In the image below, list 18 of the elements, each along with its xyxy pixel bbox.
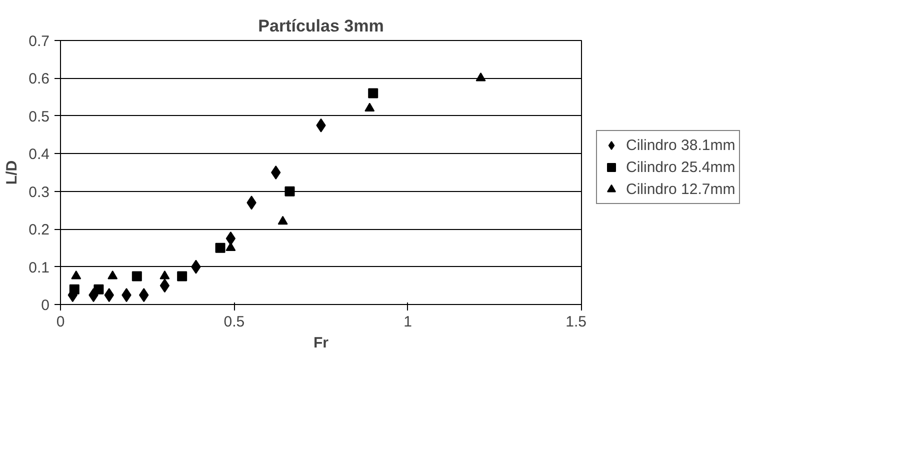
x-tick-label: 0.5 bbox=[224, 314, 245, 330]
legend-label: Cilindro 25.4mm bbox=[626, 158, 736, 176]
x-axis-title: Fr bbox=[314, 334, 329, 352]
chart-title: Partículas 3mm bbox=[258, 16, 384, 36]
y-tick-label: 0.6 bbox=[28, 70, 50, 88]
legend-label: Cilindro 38.1mm bbox=[626, 136, 736, 154]
y-tick-label: 0.1 bbox=[28, 259, 50, 276]
y-tick-label: 0.4 bbox=[28, 146, 50, 164]
y-tick-label: 0.5 bbox=[28, 108, 50, 126]
y-axis-title: L/D bbox=[4, 160, 21, 185]
x-tick-label: 0 bbox=[56, 314, 65, 330]
y-tick-label: 0.3 bbox=[28, 184, 50, 201]
x-tick-label: 1 bbox=[404, 314, 412, 330]
y-tick-label: 0.7 bbox=[28, 33, 50, 50]
x-tick-label: 1.5 bbox=[566, 314, 587, 330]
y-tick-label: 0.2 bbox=[28, 222, 50, 239]
y-tick-label: 0 bbox=[41, 297, 50, 314]
legend-label: Cilindro 12.7mm bbox=[626, 180, 736, 198]
